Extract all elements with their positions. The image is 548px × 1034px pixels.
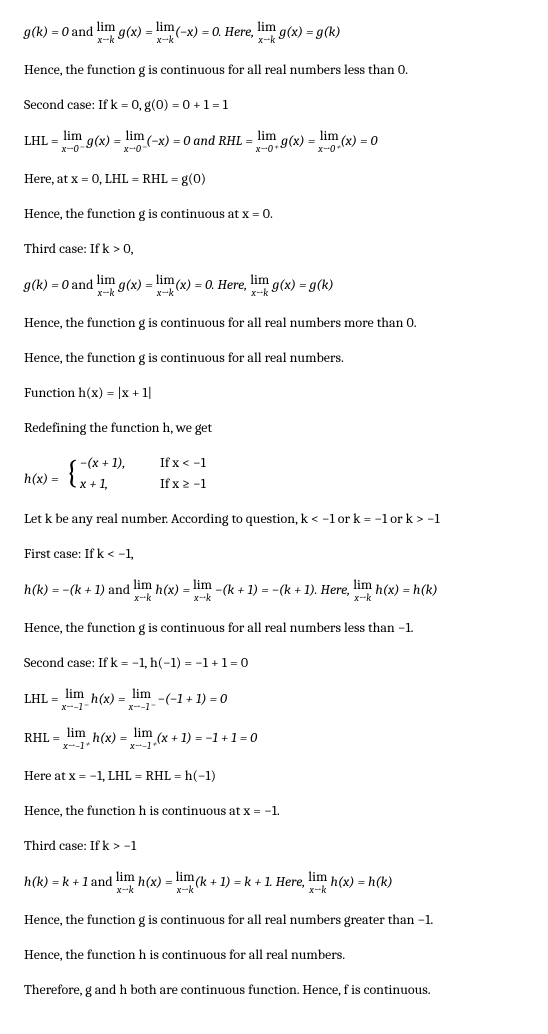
expr: h(x) = h(k): [372, 581, 437, 598]
text: and: [88, 873, 116, 890]
limit: limx→−1⁺: [63, 726, 89, 751]
math-line-8: g(k) = 0 and limx→k g(x) = limx→k(x) = 0…: [24, 273, 524, 298]
text-line-2: Hence, the function g is continuous for …: [24, 59, 524, 80]
expr: g(x) =: [116, 23, 156, 40]
limit: limx→k: [156, 20, 175, 45]
expr: h(k) = k + 1: [24, 873, 88, 890]
text-line-21: Here at x = −1, LHL = RHL = h(−1): [24, 765, 524, 786]
text: LHL =: [24, 132, 62, 149]
math-line-20: RHL = limx→−1⁺ h(x) = limx→−1⁺(x + 1) = …: [24, 726, 524, 751]
expr: g(x) =: [84, 132, 124, 149]
text-line-6: Hence, the function g is continuous at x…: [24, 203, 524, 224]
expr: (x) = 0. Here,: [175, 276, 250, 293]
limit: limx→k: [133, 578, 152, 603]
limit: limx→k: [96, 20, 115, 45]
text: RHL =: [24, 729, 63, 746]
math-line-1: g(k) = 0 and limx→k g(x) = limx→k(−x) = …: [24, 20, 524, 45]
expr: g(x) = g(k): [269, 276, 333, 293]
limit: limx→k: [353, 578, 372, 603]
text: and: [105, 581, 133, 598]
piecewise: { −(x + 1),If x < −1 x + 1,If x ≥ −1: [62, 452, 206, 494]
limit: limx→k: [176, 870, 195, 895]
text-line-26: Hence, the function h is continuous for …: [24, 944, 524, 965]
expr: −(−1 + 1) = 0: [155, 690, 227, 707]
text-line-27: Therefore, g and h both are continuous f…: [24, 979, 524, 1000]
limit: limx→0⁻: [62, 129, 84, 154]
limit: limx→0⁻: [124, 129, 146, 154]
math-line-24: h(k) = k + 1 and limx→k h(x) = limx→k(k …: [24, 870, 524, 895]
text: and: [69, 23, 97, 40]
text-line-17: Hence, the function g is continuous for …: [24, 617, 524, 638]
limit: limx→k: [156, 273, 175, 298]
limit: limx→k: [96, 273, 115, 298]
text-line-25: Hence, the function g is continuous for …: [24, 909, 524, 930]
expr: h(x) =: [135, 873, 176, 890]
text-line-12: Redefining the function h, we get: [24, 417, 524, 438]
limit: limx→−1⁺: [130, 726, 156, 751]
case-row: x + 1,If x ≥ −1: [80, 473, 206, 494]
math-line-16: h(k) = −(k + 1) and limx→k h(x) = limx→k…: [24, 578, 524, 603]
expr: (x) = 0: [340, 132, 377, 149]
expr: h(x) =: [152, 581, 193, 598]
cases: −(x + 1),If x < −1 x + 1,If x ≥ −1: [80, 452, 206, 494]
text-line-18: Second case: If k = −1, h(−1) = −1 + 1 =…: [24, 652, 524, 673]
text-line-14: Let k be any real number. According to q…: [24, 508, 524, 529]
limit: limx→−1⁻: [62, 687, 88, 712]
expr: g(x) =: [116, 276, 156, 293]
limit: limx→k: [193, 578, 212, 603]
expr: g(x) = g(k): [276, 23, 340, 40]
expr: (k + 1) = k + 1. Here,: [195, 873, 309, 890]
limit: limx→k: [116, 870, 135, 895]
brace-icon: {: [66, 457, 78, 489]
expr: (−x) = 0. Here,: [175, 23, 257, 40]
case-row: −(x + 1),If x < −1: [80, 452, 206, 473]
text-line-7: Third case: If k > 0,: [24, 238, 524, 259]
limit: limx→k: [250, 273, 269, 298]
expr: h(x) = h(k): [327, 873, 392, 890]
expr: g(k) = 0: [24, 23, 69, 40]
expr: g(k) = 0: [24, 276, 69, 293]
limit: limx→−1⁻: [129, 687, 155, 712]
math-line-19: LHL = limx→−1⁻ h(x) = limx→−1⁻ −(−1 + 1)…: [24, 687, 524, 712]
expr: h(x) =: [88, 690, 129, 707]
expr: −(k + 1) = −(k + 1). Here,: [212, 581, 353, 598]
text-line-23: Third case: If k > −1: [24, 835, 524, 856]
limit: limx→k: [257, 20, 276, 45]
math-line-4: LHL = limx→0⁻ g(x) = limx→0⁻(−x) = 0 and…: [24, 129, 524, 154]
text-line-9: Hence, the function g is continuous for …: [24, 312, 524, 333]
limit: limx→0⁺: [318, 129, 340, 154]
limit: limx→k: [308, 870, 327, 895]
text-line-10: Hence, the function g is continuous for …: [24, 347, 524, 368]
text-line-5: Here, at x = 0, LHL = RHL = g(0): [24, 168, 524, 189]
expr: g(x) =: [278, 132, 318, 149]
text-line-3: Second case: If k = 0, g(0) = 0 + 1 = 1: [24, 94, 524, 115]
expr: (−x) = 0 and RHL =: [146, 132, 256, 149]
expr: h(x) =: [24, 470, 62, 487]
expr: (x + 1) = −1 + 1 = 0: [156, 729, 257, 746]
text: and: [69, 276, 97, 293]
text: LHL =: [24, 690, 62, 707]
text-line-15: First case: If k < −1,: [24, 543, 524, 564]
text-line-11: Function h(x) = |x + 1|: [24, 382, 524, 403]
expr: h(k) = −(k + 1): [24, 581, 105, 598]
limit: limx→0⁺: [256, 129, 278, 154]
text-line-22: Hence, the function h is continuous at x…: [24, 800, 524, 821]
expr: h(x) =: [89, 729, 130, 746]
piecewise-line-13: h(x) = { −(x + 1),If x < −1 x + 1,If x ≥…: [24, 452, 524, 494]
